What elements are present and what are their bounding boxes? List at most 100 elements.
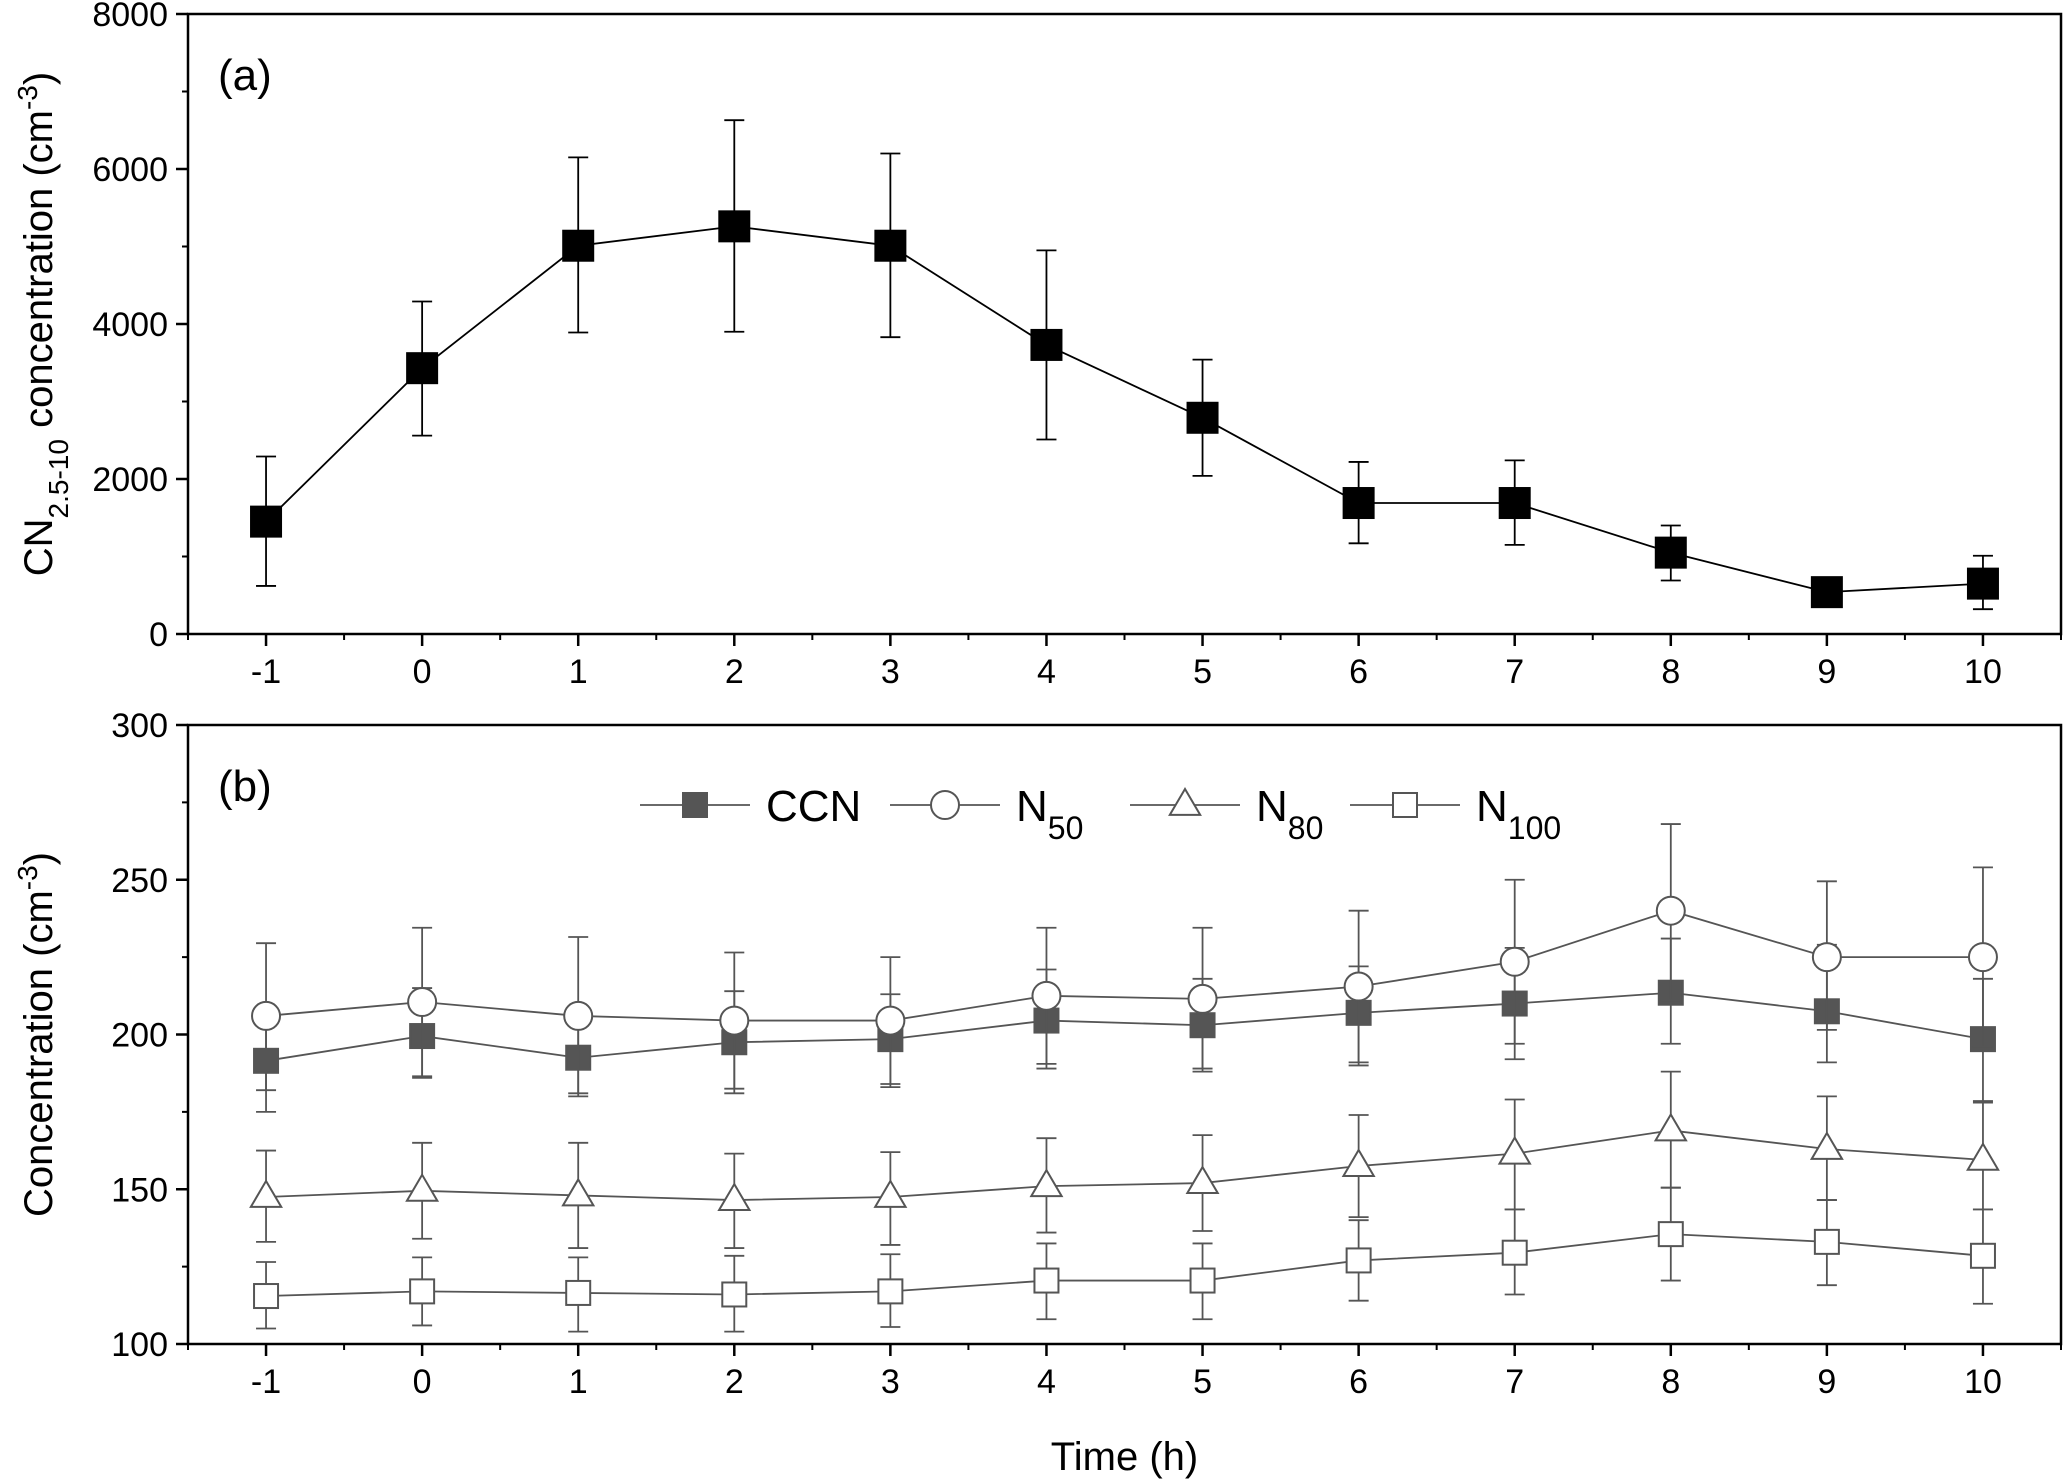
plot-frame: [186, 12, 2063, 636]
x-tick-label: 3: [881, 1363, 900, 1401]
data-point: [1969, 1242, 1996, 1269]
data-point: [1811, 942, 1842, 973]
data-point: [1343, 971, 1374, 1002]
x-tick-label: -1: [251, 653, 281, 691]
y-tick-label: 8000: [92, 0, 168, 34]
series-n50: [251, 823, 1998, 1095]
plot-frame: [186, 723, 2063, 1346]
data-point: [1497, 1135, 1532, 1165]
data-point: [717, 1182, 752, 1212]
panel-a-chart: -1 0 1 2 3 4 5 6 7 8 9 10 0 2000 4000 6000 8000 (a) CN2.5-…: [12, 0, 2063, 691]
series-line: [265, 991, 1984, 1062]
x-tick-label: 5: [1193, 1363, 1212, 1401]
x-tick-label: 6: [1349, 653, 1368, 691]
y-tick-label: 300: [111, 707, 168, 745]
data-point: [565, 1279, 592, 1306]
y-axis-title: Concentration (cm-3): [12, 852, 62, 1217]
legend-label: CCN: [766, 782, 861, 831]
data-point: [1189, 1267, 1216, 1294]
x-tick-label: 9: [1817, 653, 1836, 691]
x-tick-label: 2: [725, 1363, 744, 1401]
x-tick-label: 4: [1037, 653, 1056, 691]
x-tick-label: 1: [569, 1363, 588, 1401]
x-tick-label: 7: [1505, 653, 1524, 691]
data-point: [1967, 942, 1998, 973]
data-point: [1499, 946, 1530, 977]
data-point: [561, 1177, 596, 1207]
x-tick-label: 8: [1661, 653, 1680, 691]
data-point: [1186, 401, 1219, 434]
legend-marker: [682, 792, 708, 818]
x-tick-label: 8: [1661, 1363, 1680, 1401]
y-tick-label: 250: [111, 862, 168, 900]
legend-entry-n50: N50: [890, 782, 1083, 846]
series-main-0: [250, 119, 1999, 611]
x-tick-label: 10: [1964, 653, 2002, 691]
y-tick-label: 2000: [92, 461, 168, 499]
data-point: [405, 1172, 440, 1202]
legend-label: N100: [1476, 782, 1561, 846]
data-point: [873, 1179, 908, 1208]
data-point: [406, 352, 439, 385]
y-axis-title: CN2.5-10 concentration (cm-3): [12, 72, 74, 576]
data-point: [877, 1278, 904, 1305]
legend-entry-ccn: CCN: [640, 782, 861, 831]
x-tick-label: -1: [251, 1363, 281, 1401]
data-point: [250, 505, 283, 538]
data-point: [1030, 328, 1063, 361]
y-tick-label: 4000: [92, 306, 168, 344]
legend: CCN N50 N80 N100: [640, 782, 1561, 846]
data-point: [1342, 487, 1375, 520]
data-point: [1657, 1221, 1684, 1248]
x-tick-label: 9: [1817, 1363, 1836, 1401]
series-line: [266, 1129, 1984, 1201]
data-point: [1654, 536, 1687, 569]
legend-marker: [930, 790, 960, 820]
x-tick-label: 6: [1349, 1363, 1368, 1401]
series-line: [265, 909, 1983, 1022]
legend-label: N50: [1016, 782, 1083, 846]
legend-entry-n80: N80: [1130, 782, 1323, 846]
data-point: [1810, 576, 1843, 609]
data-point: [1498, 487, 1531, 520]
panel-label: (a): [218, 51, 272, 100]
data-point: [874, 229, 907, 262]
x-tick-label: 10: [1964, 1363, 2002, 1401]
x-tick-label: 7: [1505, 1363, 1524, 1401]
data-point: [407, 987, 438, 1018]
y-tick-label: 6000: [92, 151, 168, 189]
data-point: [1031, 980, 1062, 1011]
legend-label: N80: [1256, 782, 1323, 846]
data-point: [875, 1005, 906, 1036]
data-point: [719, 1005, 750, 1036]
x-tick-label: 2: [725, 653, 744, 691]
y-tick-label: 150: [111, 1171, 168, 1209]
data-point: [563, 1000, 594, 1031]
panel-label: (b): [218, 762, 272, 811]
data-point: [249, 1179, 283, 1208]
y-tick-label: 200: [111, 1017, 168, 1055]
series-line: [265, 225, 1984, 594]
data-point: [1185, 1165, 1220, 1194]
data-point: [251, 1000, 282, 1031]
x-tick-label: 0: [413, 1363, 432, 1401]
data-point: [562, 229, 595, 262]
y-tick-label: 0: [149, 616, 168, 654]
data-point: [1187, 983, 1218, 1014]
data-point: [1966, 567, 1999, 600]
data-point: [1813, 1228, 1840, 1255]
data-point: [253, 1283, 280, 1310]
legend-marker: [1168, 787, 1202, 816]
data-point: [1341, 1148, 1376, 1177]
x-tick-label: 1: [569, 653, 588, 691]
series-line: [266, 1233, 1984, 1297]
panel-b-chart: -1 0 1 2 3 4 5 6 7 8 9 10 100 150 200 250 300 (b) Concentr…: [12, 707, 2063, 1479]
legend-marker: [1392, 792, 1418, 818]
x-tick-label: 4: [1037, 1363, 1056, 1401]
y-tick-label: 100: [111, 1326, 168, 1364]
x-tick-label: 5: [1193, 653, 1212, 691]
x-tick-label: 3: [881, 653, 900, 691]
data-point: [409, 1278, 436, 1305]
x-tick-label: 0: [413, 653, 432, 691]
